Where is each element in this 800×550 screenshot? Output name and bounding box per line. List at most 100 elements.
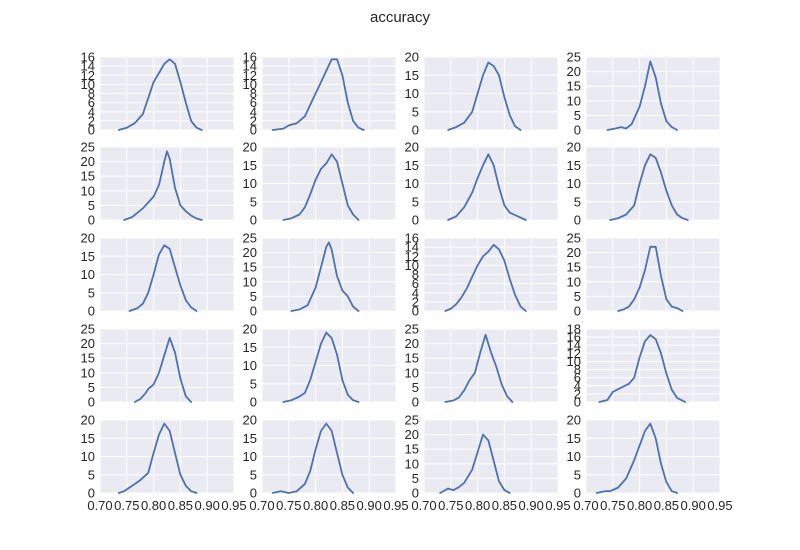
density-curve xyxy=(128,244,198,312)
density-curve xyxy=(606,60,678,131)
x-tick-label: 0.75 xyxy=(600,498,625,513)
y-tick-label: 20 xyxy=(81,413,95,428)
x-tick-label: 0.95 xyxy=(545,498,570,513)
y-tick-label: 0 xyxy=(412,486,419,501)
x-tick-label: 0.85 xyxy=(492,498,517,513)
y-tick-label: 0 xyxy=(250,213,257,228)
y-tick-label: 0 xyxy=(250,486,257,501)
y-tick-label: 15 xyxy=(243,431,257,446)
density-curve xyxy=(617,245,684,312)
y-tick-label: 10 xyxy=(405,258,419,273)
x-tick-label: 0.90 xyxy=(681,498,706,513)
y-tick-label: 20 xyxy=(405,50,419,65)
y-tick-label: 25 xyxy=(405,413,419,428)
y-tick-label: 5 xyxy=(412,104,419,119)
y-tick-label: 4 xyxy=(88,104,95,119)
y-tick-label: 15 xyxy=(567,158,581,173)
y-tick-label: 5 xyxy=(250,467,257,482)
y-tick-label: 20 xyxy=(81,336,95,351)
y-tick-label: 5 xyxy=(574,194,581,209)
y-tick-label: 12 xyxy=(81,68,95,83)
y-tick-label: 0 xyxy=(574,395,581,410)
x-tick-label: 0.70 xyxy=(249,498,274,513)
y-tick-label: 0 xyxy=(250,395,257,410)
x-tick-label: 0.70 xyxy=(411,498,436,513)
y-tick-label: 10 xyxy=(243,176,257,191)
y-tick-label: 0 xyxy=(88,213,95,228)
y-tick-label: 14 xyxy=(567,338,581,353)
y-tick-label: 8 xyxy=(574,362,581,377)
density-curve xyxy=(117,58,203,131)
y-tick-label: 0 xyxy=(574,123,581,138)
y-tick-label: 10 xyxy=(567,274,581,289)
y-tick-label: 5 xyxy=(574,108,581,123)
y-tick-label: 20 xyxy=(243,140,257,155)
y-tick-label: 16 xyxy=(405,231,419,246)
y-tick-label: 12 xyxy=(243,68,257,83)
y-tick-label: 4 xyxy=(412,285,419,300)
density-curve xyxy=(595,422,678,494)
y-tick-label: 0 xyxy=(250,304,257,319)
y-tick-label: 6 xyxy=(412,276,419,291)
y-tick-label: 0 xyxy=(412,395,419,410)
y-tick-label: 5 xyxy=(88,198,95,213)
y-tick-label: 5 xyxy=(574,467,581,482)
y-tick-label: 25 xyxy=(405,322,419,337)
y-tick-label: 15 xyxy=(405,158,419,173)
y-tick-label: 20 xyxy=(405,336,419,351)
x-tick-label: 0.95 xyxy=(383,498,408,513)
y-tick-label: 10 xyxy=(243,274,257,289)
y-tick-label: 15 xyxy=(567,260,581,275)
y-tick-label: 15 xyxy=(243,158,257,173)
y-tick-label: 0 xyxy=(88,304,95,319)
density-curve xyxy=(609,153,689,221)
y-tick-label: 10 xyxy=(405,456,419,471)
y-tick-label: 25 xyxy=(243,231,257,246)
y-tick-label: 10 xyxy=(81,449,95,464)
x-tick-label: 0.90 xyxy=(195,498,220,513)
x-tick-label: 0.90 xyxy=(357,498,382,513)
y-tick-label: 14 xyxy=(405,240,419,255)
y-tick-label: 0 xyxy=(412,213,419,228)
y-tick-label: 15 xyxy=(81,169,95,184)
y-tick-label: 20 xyxy=(81,231,95,246)
panel-2-2: 0 5 10 15 20 xyxy=(243,140,397,228)
x-tick-label: 0.95 xyxy=(707,498,732,513)
y-tick-label: 10 xyxy=(81,183,95,198)
panel-background xyxy=(424,420,558,493)
y-tick-label: 5 xyxy=(250,376,257,391)
y-tick-label: 10 xyxy=(567,176,581,191)
y-tick-label: 0 xyxy=(88,395,95,410)
y-tick-label: 25 xyxy=(81,322,95,337)
y-tick-label: 0 xyxy=(574,486,581,501)
density-curve xyxy=(282,331,360,403)
x-tick-label: 0.90 xyxy=(519,498,544,513)
y-tick-label: 5 xyxy=(250,289,257,304)
y-tick-label: 8 xyxy=(88,86,95,101)
y-tick-label: 16 xyxy=(243,50,257,65)
x-tick-label: 0.75 xyxy=(114,498,139,513)
y-tick-label: 10 xyxy=(567,354,581,369)
panel-4-2: 0 5 10 15 20 xyxy=(243,322,397,410)
y-tick-label: 15 xyxy=(81,431,95,446)
y-tick-label: 8 xyxy=(412,267,419,282)
density-curve xyxy=(439,433,511,494)
y-tick-label: 2 xyxy=(250,113,257,128)
y-tick-label: 8 xyxy=(250,86,257,101)
y-tick-label: 6 xyxy=(574,370,581,385)
y-tick-label: 14 xyxy=(243,59,257,74)
density-curve xyxy=(598,334,687,403)
panel-background xyxy=(586,329,720,402)
panel-background xyxy=(424,329,558,402)
y-tick-label: 10 xyxy=(567,93,581,108)
y-tick-label: 15 xyxy=(405,351,419,366)
y-tick-label: 0 xyxy=(412,123,419,138)
y-tick-label: 0 xyxy=(88,486,95,501)
y-tick-label: 20 xyxy=(243,245,257,260)
y-tick-label: 4 xyxy=(574,378,581,393)
